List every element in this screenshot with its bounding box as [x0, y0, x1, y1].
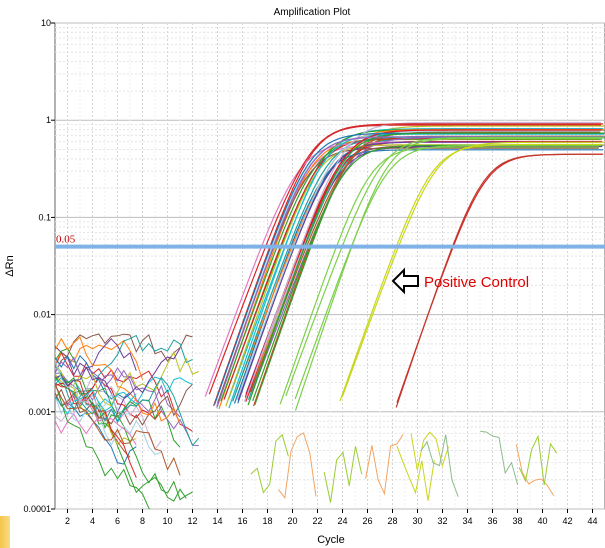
amplification-curve: [208, 123, 604, 395]
threshold-label: 0.05: [56, 234, 76, 246]
corner-decoration: [0, 516, 10, 548]
y-tick-label: 10: [41, 18, 51, 28]
y-tick-label: 0.001: [28, 407, 51, 417]
noise-trace: [518, 434, 558, 485]
x-tick-label: 12: [187, 516, 197, 526]
y-axis-label: ΔRn: [4, 255, 16, 276]
amplification-curve: [236, 130, 600, 400]
x-axis-label: Cycle: [317, 534, 345, 546]
x-tick-label: 24: [337, 516, 347, 526]
x-tick-label: 2: [65, 516, 70, 526]
x-tick-label: 40: [537, 516, 547, 526]
x-tick-label: 32: [437, 516, 447, 526]
amplification-curve: [294, 144, 602, 400]
amplification-curve: [294, 137, 602, 411]
noise-trace: [55, 384, 137, 446]
y-tick-label: 0.1: [38, 212, 51, 222]
y-axis-ticks: 10 1 0.1 0.01 0.001 0.0001: [23, 18, 55, 514]
x-tick-label: 10: [162, 516, 172, 526]
x-axis-ticks: 2 4 6 8 10 12 14 16 18 20 22 24 26 28 30 32 34 36 38 40 42 44: [65, 509, 598, 526]
x-tick-label: 22: [312, 516, 322, 526]
x-tick-label: 26: [362, 516, 372, 526]
noise-trace: [55, 338, 137, 377]
noise-trace: [55, 395, 162, 456]
noise-trace: [420, 434, 459, 497]
x-tick-label: 30: [412, 516, 422, 526]
amplification-curve: [213, 124, 602, 407]
y-tick-label: 0.01: [33, 310, 51, 320]
amplification-curve: [249, 131, 601, 393]
x-tick-label: 14: [212, 516, 222, 526]
x-tick-label: 28: [387, 516, 397, 526]
noise-trace: [55, 359, 131, 415]
y-tick-label: 0.0001: [23, 504, 51, 514]
amplification-curve: [341, 141, 605, 398]
noise-trace: [55, 374, 162, 451]
amplification-curves: [55, 121, 605, 509]
amplification-curve: [244, 129, 602, 398]
noise-trace: [55, 333, 193, 374]
x-tick-label: 18: [262, 516, 272, 526]
noise-trace: [410, 431, 450, 471]
x-tick-label: 4: [90, 516, 95, 526]
noise-trace: [55, 373, 181, 448]
noise-trace: [396, 445, 435, 501]
x-tick-label: 16: [237, 516, 247, 526]
noise-trace: [365, 434, 404, 496]
amplification-curve: [247, 132, 605, 406]
amplification-curve: [216, 136, 605, 408]
amplification-curve: [339, 143, 603, 402]
noise-trace: [55, 382, 162, 509]
noise-trace: [55, 383, 181, 476]
noise-trace: [55, 369, 181, 418]
x-tick-label: 34: [462, 516, 472, 526]
noise-trace: [55, 351, 199, 407]
x-tick-label: 6: [115, 516, 120, 526]
noise-trace: [55, 334, 193, 412]
amplification-curve: [395, 153, 603, 408]
amplification-curve: [217, 147, 599, 404]
noise-trace: [323, 446, 363, 503]
x-tick-label: 8: [140, 516, 145, 526]
positive-control-label: Positive Control: [424, 274, 529, 291]
chart-title: Amplification Plot: [274, 7, 351, 18]
amplification-curve: [285, 136, 605, 397]
grid-lines: [55, 22, 605, 510]
y-tick-label: 1: [46, 115, 51, 125]
noise-trace: [55, 336, 181, 425]
x-tick-label: 44: [587, 516, 597, 526]
amplification-curve: [279, 146, 599, 405]
amplification-curve: [244, 121, 601, 403]
x-tick-label: 36: [487, 516, 497, 526]
positive-control-annotation: Positive Control: [391, 267, 529, 295]
x-tick-label: 42: [562, 516, 572, 526]
noise-trace: [515, 444, 555, 497]
noise-trace: [55, 348, 181, 414]
x-tick-label: 38: [512, 516, 522, 526]
noise-trace: [480, 430, 519, 486]
noise-trace: [55, 383, 193, 426]
amplification-curve: [228, 133, 604, 409]
left-outline-arrow-icon: [391, 267, 419, 295]
noise-trace: [278, 432, 317, 500]
x-tick-label: 20: [287, 516, 297, 526]
noise-trace: [250, 433, 289, 494]
